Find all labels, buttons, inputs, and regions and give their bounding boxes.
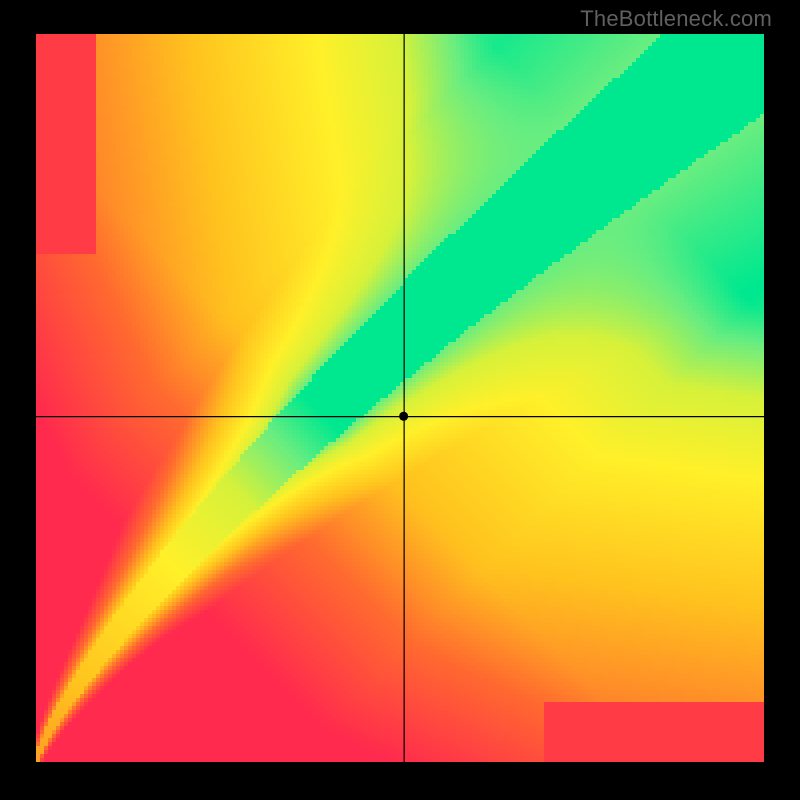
heatmap-canvas: [36, 34, 764, 762]
watermark-text: TheBottleneck.com: [580, 6, 772, 32]
chart-container: TheBottleneck.com: [0, 0, 800, 800]
heatmap-plot: [36, 34, 764, 762]
